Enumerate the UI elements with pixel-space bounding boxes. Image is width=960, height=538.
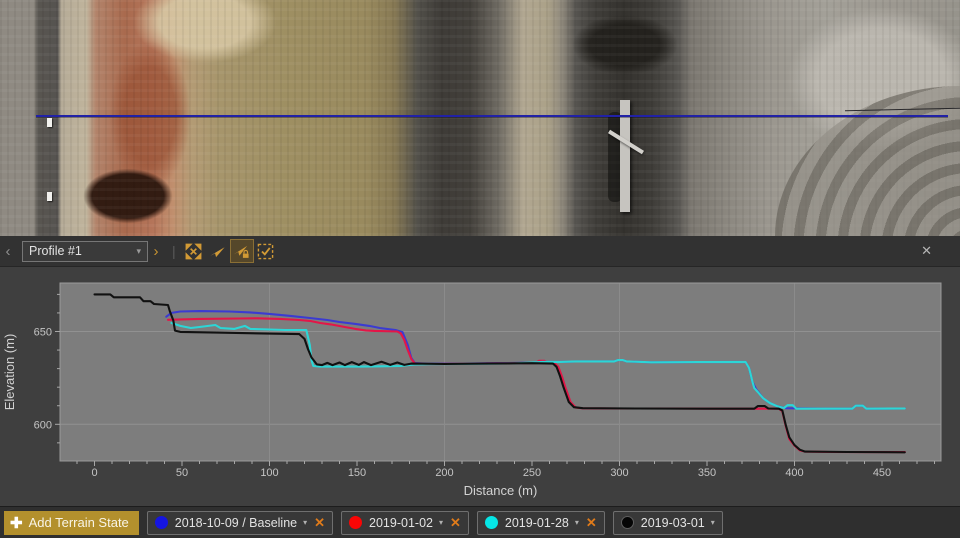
y-tick-label: 600 [34,419,52,431]
profile-toolbar: ‹ Profile #1 ▾ › | [0,236,960,267]
y-axis-title: Elevation (m) [2,334,17,411]
toolbar-separator: | [172,243,176,259]
terrain-state-chip[interactable]: 2018-10-09 / Baseline ▾ ✕ [146,510,334,535]
terrain-state-label: 2019-01-28 [504,515,569,530]
profile-select-value: Profile #1 [29,244,82,258]
terrain-state-bar: ✚ Add Terrain State 2018-10-09 / Baselin… [0,506,960,538]
terrain-state-chip[interactable]: 2019-01-28 ▾ ✕ [476,510,605,535]
x-tick-label: 150 [348,467,366,479]
series-2019-01-28 [170,321,906,410]
next-profile-button[interactable]: › [153,242,159,260]
profile-cut-line[interactable] [36,115,948,117]
terrain-state-chip[interactable]: 2019-03-01 ▾ [612,510,723,535]
fly-to-profile-locked-button[interactable] [229,239,254,263]
haul-truck [47,192,52,201]
terrain-state-label: 2019-03-01 [640,515,705,530]
elevation-profile-panel: 0 50 100 150 200 250 300 350 400 450 600 650 Distanc… [0,267,960,506]
chevron-down-icon[interactable]: ▾ [710,518,715,527]
box-select-check-icon [257,243,274,259]
terrain-state-chip[interactable]: 2019-01-02 ▾ ✕ [341,510,469,535]
expand-arrows-icon [185,243,202,259]
x-axis-title: Distance (m) [464,483,538,498]
elevation-profile-chart: 0 50 100 150 200 250 300 350 400 450 600 650 Distanc… [2,282,942,498]
terrain-state-label: 2019-01-02 [369,515,433,530]
profile-select-dropdown[interactable]: Profile #1 ▾ [22,240,148,262]
x-tick-label: 400 [785,467,803,479]
edit-extent-button[interactable] [255,240,277,262]
terrain-state-label: 2018-10-09 / Baseline [174,515,298,530]
x-tick-label: 0 [91,467,97,479]
chart-plot-area [60,283,941,461]
bucket-wheel-excavator [596,92,654,220]
y-tick-label: 650 [34,327,52,339]
fly-to-profile-button[interactable] [207,240,229,262]
previous-profile-button[interactable]: ‹ [5,242,11,260]
series-2019-03-01 [93,293,906,454]
terrain-color-dot [620,516,634,529]
x-tick-label: 300 [610,467,628,479]
paper-plane-lock-icon [233,245,249,258]
zoom-to-extents-button[interactable] [183,240,205,262]
aerial-map[interactable] [0,0,960,236]
remove-terrain-state-icon[interactable]: ✕ [314,514,326,530]
x-tick-label: 50 [176,467,188,479]
chevron-down-icon[interactable]: ▾ [574,518,579,527]
chevron-down-icon: ▾ [136,245,141,256]
remove-terrain-state-icon[interactable]: ✕ [450,514,461,530]
plot-border [59,282,942,462]
remove-terrain-state-icon[interactable]: ✕ [585,514,597,530]
terrain-color-dot [154,516,168,529]
add-terrain-state-button[interactable]: ✚ Add Terrain State [4,510,139,535]
x-tick-label: 250 [523,467,541,479]
close-profile-panel-button[interactable]: ✕ [921,243,932,258]
paper-plane-icon [210,246,225,257]
chevron-down-icon[interactable]: ▾ [303,518,308,527]
terrain-color-dot [349,516,363,529]
plus-icon: ✚ [10,514,23,532]
x-tick-label: 350 [698,467,716,479]
x-tick-label: 200 [435,467,453,479]
chevron-down-icon[interactable]: ▾ [438,518,443,527]
add-terrain-state-label: Add Terrain State [28,515,129,530]
terrain-color-dot [484,516,498,529]
x-tick-label: 100 [260,467,278,479]
x-tick-label: 450 [873,467,891,479]
haul-truck [47,118,52,127]
